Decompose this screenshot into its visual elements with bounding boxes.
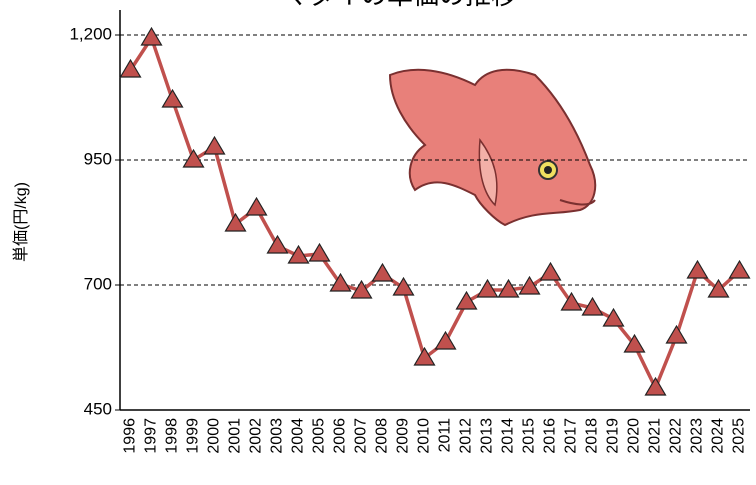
x-tick-label: 2002 (248, 418, 265, 454)
marker (644, 376, 667, 396)
x-tick-label: 2003 (269, 418, 286, 454)
x-tick-label: 2009 (395, 418, 412, 454)
marker (329, 272, 352, 292)
x-tick-label: 2017 (563, 418, 580, 454)
marker (728, 259, 751, 279)
y-tick-label: 700 (84, 274, 112, 293)
marker (245, 196, 268, 216)
x-tick-label: 1998 (164, 418, 181, 454)
marker (308, 242, 331, 262)
marker (266, 234, 289, 254)
x-tick-label: 2010 (416, 418, 433, 454)
marker (140, 26, 163, 46)
x-tick-label: 2023 (689, 418, 706, 454)
x-tick-label: 2019 (605, 418, 622, 454)
x-tick-label: 2016 (542, 418, 559, 454)
x-tick-label: 2013 (479, 418, 496, 454)
x-tick-label: 2005 (311, 418, 328, 454)
marker (497, 278, 520, 298)
marker (371, 262, 394, 282)
marker (707, 278, 730, 298)
marker (182, 148, 205, 168)
marker (413, 346, 436, 366)
y-tick-label: 1,200 (69, 24, 112, 43)
y-tick-label: 950 (84, 149, 112, 168)
x-tick-label: 2024 (710, 418, 727, 454)
y-tick-label: 450 (84, 399, 112, 418)
x-tick-label: 1997 (143, 418, 160, 454)
marker (623, 333, 646, 353)
marker (392, 276, 415, 296)
y-axis-label: 単価(円/kg) (12, 182, 30, 262)
marker (203, 135, 226, 155)
marker (581, 296, 604, 316)
x-tick-label: 2021 (647, 418, 664, 454)
marker (602, 307, 625, 327)
x-tick-label: 2018 (584, 418, 601, 454)
x-tick-label: 2004 (290, 418, 307, 454)
marker (161, 88, 184, 108)
x-tick-label: 1996 (122, 418, 139, 454)
x-tick-label: 2025 (731, 418, 748, 454)
x-tick-label: 1999 (185, 418, 202, 454)
marker (350, 279, 373, 299)
marker (119, 58, 142, 78)
x-tick-label: 2022 (668, 418, 685, 454)
x-tick-label: 2001 (227, 418, 244, 454)
fish-illustration (388, 68, 597, 227)
marker (539, 261, 562, 281)
x-tick-label: 2014 (500, 418, 517, 454)
marker (224, 212, 247, 232)
x-tick-label: 2006 (332, 418, 349, 454)
marker (518, 275, 541, 295)
marker (560, 291, 583, 311)
marker (686, 259, 709, 279)
marker (476, 278, 499, 298)
x-tick-label: 2007 (353, 418, 370, 454)
x-tick-label: 2012 (458, 418, 475, 454)
x-tick-label: 2000 (206, 418, 223, 454)
x-tick-label: 2011 (437, 418, 454, 453)
chart-title: マダイの単価の推移 (283, 0, 517, 10)
x-tick-label: 2008 (374, 418, 391, 454)
marker (455, 290, 478, 310)
marker (665, 324, 688, 344)
marker (434, 330, 457, 350)
x-tick-label: 2020 (626, 418, 643, 454)
x-tick-label: 2015 (521, 418, 538, 454)
marker (287, 244, 310, 264)
